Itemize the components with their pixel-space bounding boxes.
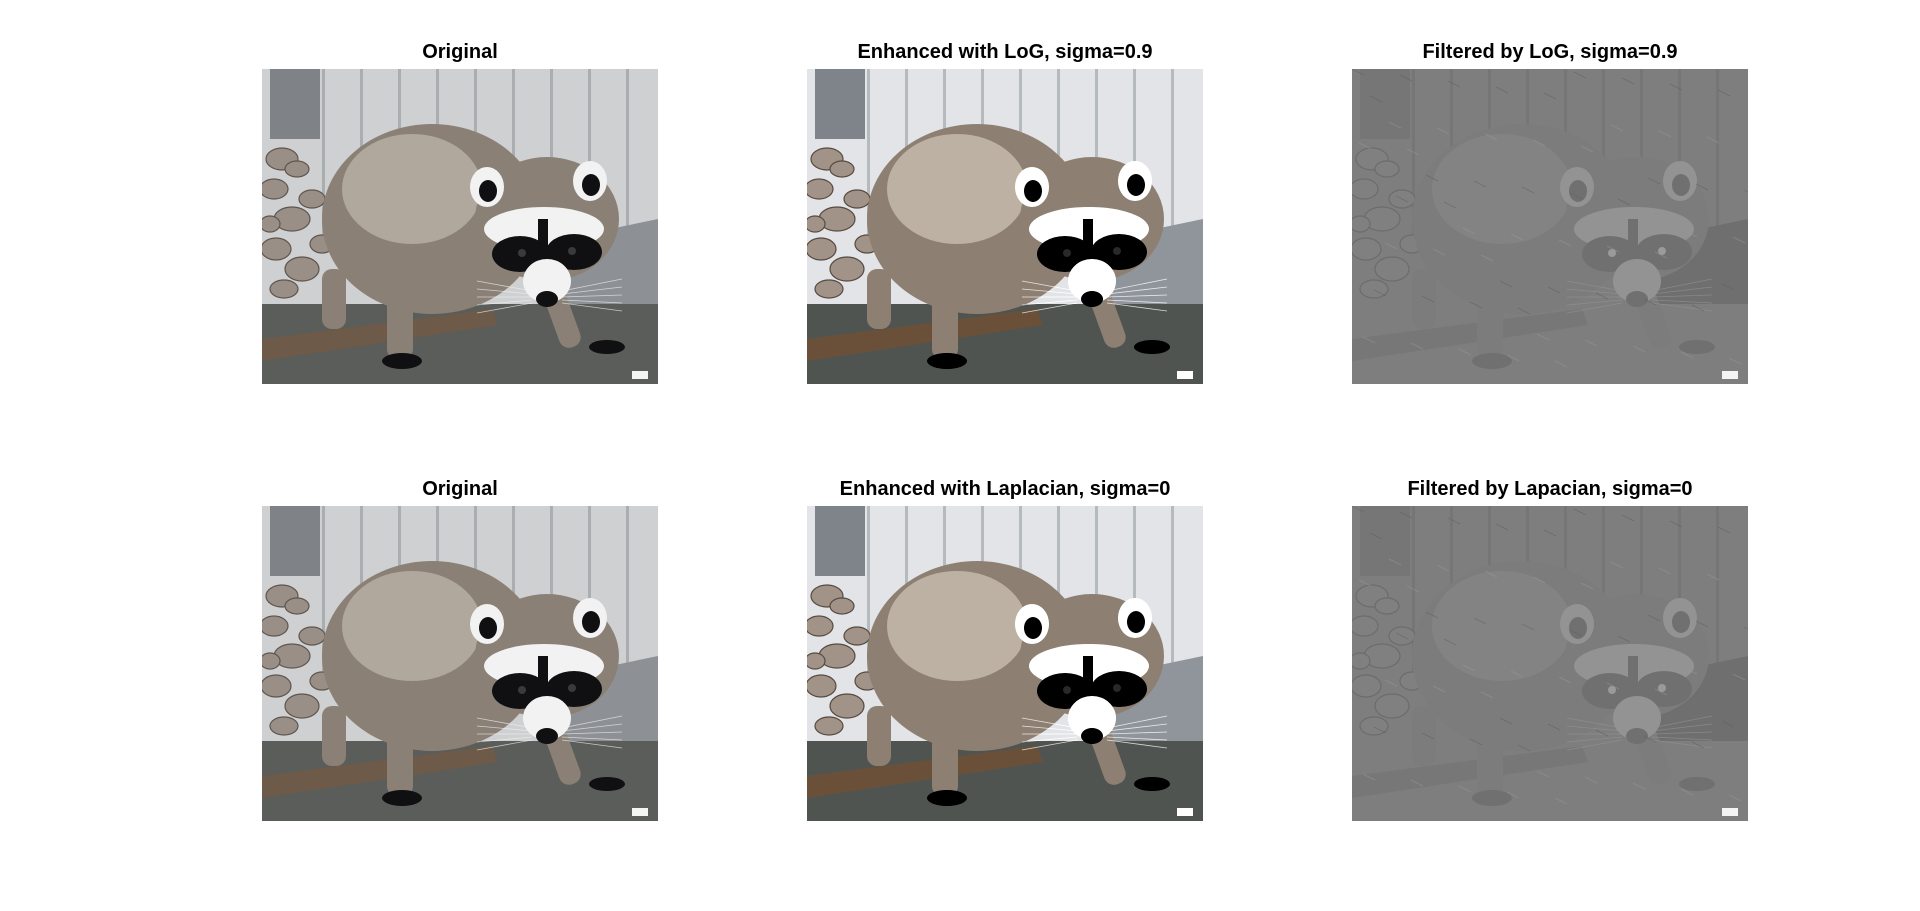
raccoon-photo-original: [262, 506, 658, 821]
raccoon-photo-enhanced-laplacian: [807, 506, 1203, 821]
panel-title: Enhanced with Laplacian, sigma=0: [839, 478, 1171, 500]
panel-original-top: Original: [262, 40, 658, 384]
raccoon-photo-original: [262, 69, 658, 384]
raccoon-filtered-laplacian: [1352, 506, 1748, 821]
panel-enhanced-log: Enhanced with LoG, sigma=0.9: [807, 40, 1203, 384]
panel-enhanced-laplacian: Enhanced with Laplacian, sigma=0: [807, 477, 1203, 821]
panel-title: Original: [422, 478, 498, 500]
panel-title: Original: [422, 41, 498, 63]
panel-filtered-log: Filtered by LoG, sigma=0.9: [1352, 40, 1748, 384]
panel-original-bottom: Original: [262, 477, 658, 821]
raccoon-photo-enhanced-log: [807, 69, 1203, 384]
panel-title: Filtered by LoG, sigma=0.9: [1422, 41, 1678, 63]
panel-title: Filtered by Lapacian, sigma=0: [1407, 478, 1693, 500]
panel-filtered-laplacian: Filtered by Lapacian, sigma=0: [1352, 477, 1748, 821]
raccoon-filtered-log: [1352, 69, 1748, 384]
panel-title: Enhanced with LoG, sigma=0.9: [857, 41, 1153, 63]
